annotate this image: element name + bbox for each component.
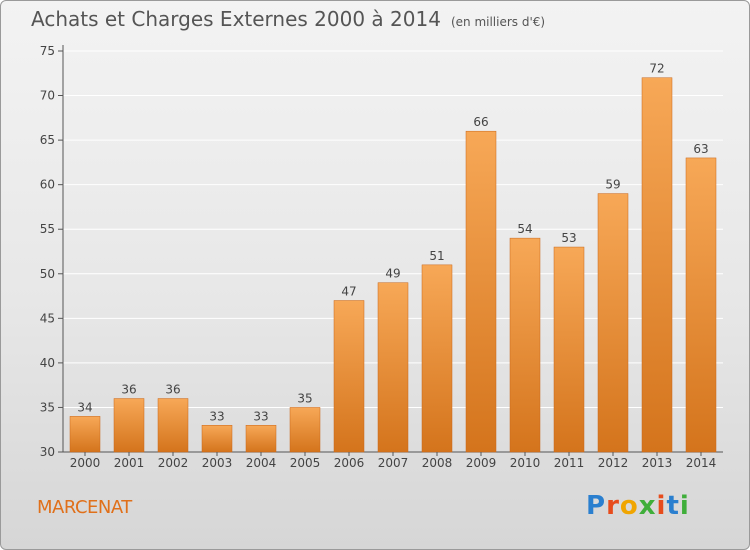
y-tick-label: 50 — [40, 267, 55, 281]
x-tick-label: 2005 — [290, 456, 321, 470]
y-tick-label: 60 — [40, 178, 55, 192]
chart-title: Achats et Charges Externes 2000 à 2014 (e… — [31, 7, 545, 31]
bar — [157, 398, 189, 453]
logo-letter: t — [666, 491, 680, 521]
logo-letter: r — [606, 491, 620, 521]
x-tick-label: 2007 — [378, 456, 409, 470]
logo-letter: o — [619, 491, 639, 521]
data-label: 53 — [561, 231, 576, 245]
x-tick-label: 2012 — [598, 456, 629, 470]
logo-letter: x — [638, 491, 657, 521]
bar — [421, 264, 453, 453]
bar — [113, 398, 145, 453]
logo-letter: i — [656, 491, 667, 521]
y-tick-label: 35 — [40, 400, 55, 414]
data-label: 33 — [209, 409, 224, 423]
commune-name: MARCENAT — [37, 497, 132, 518]
data-label: 72 — [649, 62, 664, 76]
data-label: 47 — [341, 285, 356, 299]
x-tick-label: 2011 — [554, 456, 585, 470]
x-tick-label: 2014 — [686, 456, 717, 470]
x-tick-label: 2000 — [70, 456, 101, 470]
data-label: 36 — [165, 383, 180, 397]
logo-letter: i — [679, 491, 690, 521]
bar — [69, 416, 101, 453]
x-tick-label: 2001 — [114, 456, 145, 470]
bar — [245, 425, 277, 453]
bar — [553, 246, 585, 453]
data-label: 36 — [121, 383, 136, 397]
y-tick-label: 30 — [40, 445, 55, 459]
data-label: 59 — [605, 178, 620, 192]
y-tick-label: 75 — [40, 44, 55, 58]
bar — [289, 407, 321, 453]
y-tick-label: 45 — [40, 311, 55, 325]
bar — [201, 425, 233, 453]
x-tick-label: 2002 — [158, 456, 189, 470]
y-tick-label: 55 — [40, 222, 55, 236]
data-label: 66 — [473, 115, 488, 129]
proxiti-logo[interactable]: Proxiti — [586, 491, 690, 521]
data-label: 49 — [385, 267, 400, 281]
y-tick-label: 65 — [40, 133, 55, 147]
chart-subtitle: (en milliers d'€) — [450, 15, 546, 29]
x-tick-label: 2003 — [202, 456, 233, 470]
chart-title-text: Achats et Charges Externes 2000 à 2014 — [31, 7, 441, 31]
x-tick-label: 2006 — [334, 456, 365, 470]
logo-letter: P — [586, 491, 607, 521]
x-tick-label: 2004 — [246, 456, 277, 470]
bar — [509, 237, 541, 453]
x-tick-label: 2009 — [466, 456, 497, 470]
data-label: 51 — [429, 249, 444, 263]
x-tick-label: 2013 — [642, 456, 673, 470]
bar — [465, 130, 497, 453]
bar — [641, 77, 673, 453]
bar — [685, 157, 717, 453]
data-label: 54 — [517, 222, 532, 236]
bar — [333, 300, 365, 453]
y-tick-label: 40 — [40, 356, 55, 370]
data-label: 34 — [77, 400, 92, 414]
data-label: 33 — [253, 409, 268, 423]
x-tick-label: 2008 — [422, 456, 453, 470]
data-label: 63 — [693, 142, 708, 156]
y-tick-label: 70 — [40, 89, 55, 103]
x-tick-label: 2010 — [510, 456, 541, 470]
bar — [377, 282, 409, 453]
bar — [597, 193, 629, 453]
data-label: 35 — [297, 391, 312, 405]
